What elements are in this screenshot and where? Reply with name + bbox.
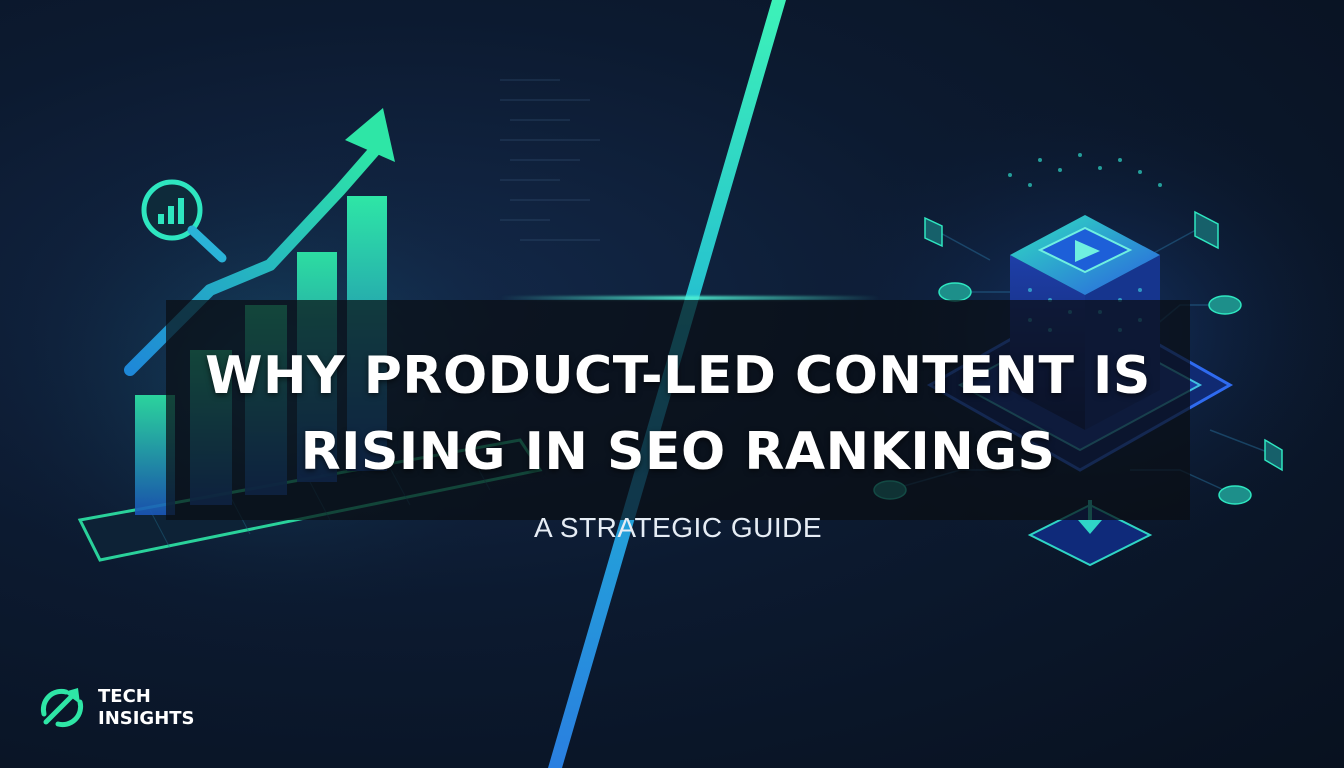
logo-arrows-icon xyxy=(40,688,84,728)
brand-line-2: INSIGHTS xyxy=(98,708,195,729)
brand-line-1: TECH xyxy=(98,686,151,707)
download-icon xyxy=(1027,500,1153,567)
magnifier-chart-icon xyxy=(141,179,227,263)
brand-logo: TECH INSIGHTS xyxy=(36,684,216,734)
headline: WHY PRODUCT-LED CONTENT IS RISING IN SEO… xyxy=(166,338,1190,490)
title-highlight-line xyxy=(500,296,880,300)
play-icon xyxy=(1075,240,1100,262)
subtitle: A STRATEGIC GUIDE xyxy=(533,512,823,543)
title-panel xyxy=(166,300,1190,520)
headline-line-2: RISING IN SEO RANKINGS xyxy=(300,422,1056,482)
trending-up-icon xyxy=(345,108,395,162)
headline-line-1: WHY PRODUCT-LED CONTENT IS xyxy=(205,346,1151,406)
